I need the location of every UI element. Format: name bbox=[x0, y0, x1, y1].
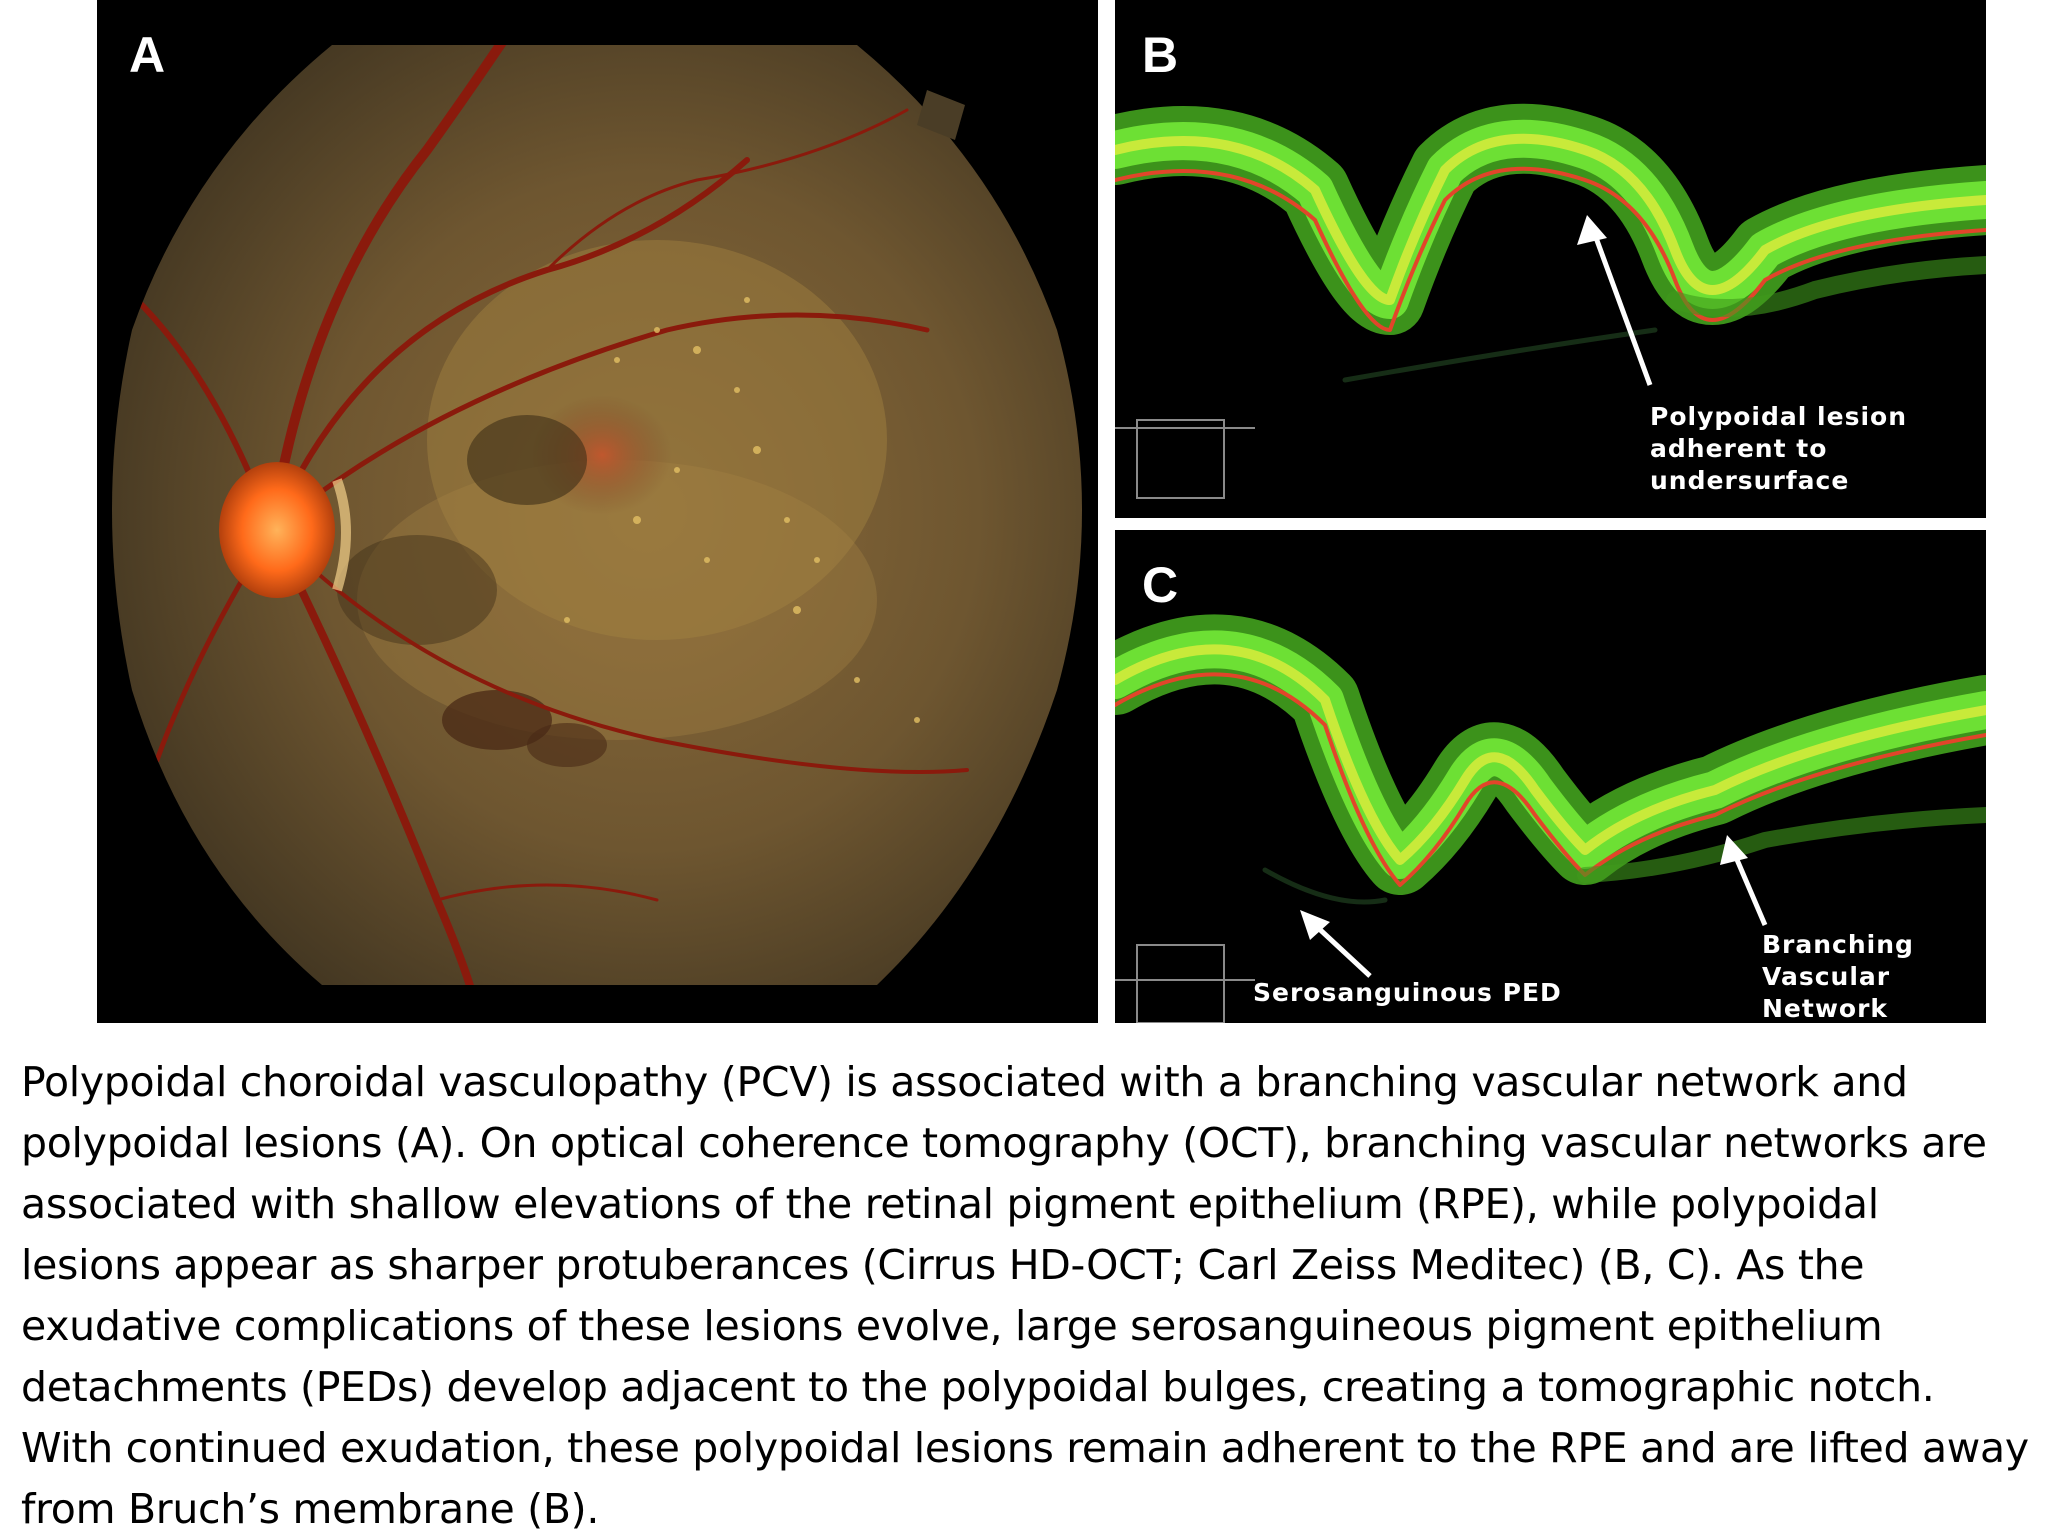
fundus-photo bbox=[112, 45, 1082, 985]
oct-scan-b bbox=[1115, 103, 1986, 499]
oct-scan-panel-b: B Polypoidal lesion adherent to undersur… bbox=[1115, 0, 1986, 518]
panel-letter-c: C bbox=[1142, 557, 1179, 613]
oct-scan-panel-c: C Serosanguinous PED Branching Vascular … bbox=[1115, 530, 1986, 1023]
figure-caption: Polypoidal choroidal vasculopathy (PCV) … bbox=[21, 1058, 2029, 1533]
panel-letter-b: B bbox=[1142, 27, 1179, 83]
fundus-photo-panel: A bbox=[97, 0, 1098, 1023]
polypoidal-lesion-label: Polypoidal lesion adherent to undersurfa… bbox=[1650, 402, 1907, 495]
oct-scan-c bbox=[1115, 614, 1986, 1023]
serosanguinous-ped-label: Serosanguinous PED bbox=[1253, 978, 1562, 1007]
panel-letter-a: A bbox=[129, 27, 166, 83]
branching-vascular-network-label: Branching Vascular Network bbox=[1762, 930, 1914, 1023]
